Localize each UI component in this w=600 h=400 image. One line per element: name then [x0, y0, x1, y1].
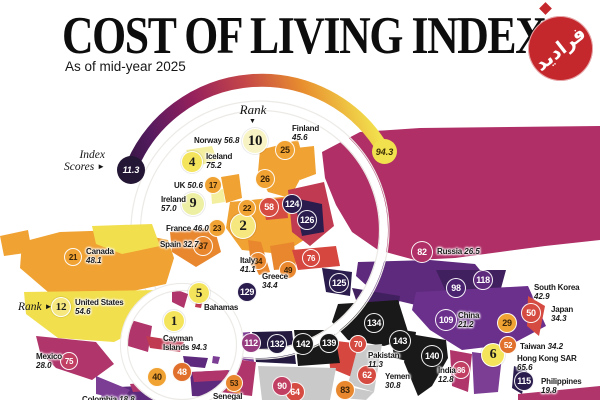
rank-marker: 22 [238, 199, 256, 217]
rank-legend-top: Rank [239, 102, 267, 117]
arrow-right-icon: ► [97, 162, 105, 172]
rank-marker: 62 [357, 365, 377, 385]
rank-marker: 98 [446, 278, 466, 298]
rank-marker: 76 [302, 249, 320, 267]
country-label: Senegal [213, 392, 243, 400]
rank-marker: 4 [181, 151, 203, 173]
rank-marker: 129 [237, 282, 257, 302]
page-subtitle: As of mid-year 2025 [65, 59, 186, 74]
rank-marker: 118 [473, 270, 493, 290]
rank-marker: 17 [204, 176, 222, 194]
country-label: Yemen 30.8 [385, 372, 410, 391]
rank-marker: 50 [521, 303, 541, 323]
rank-marker: 49 [279, 261, 297, 279]
faradid-logo: فرادید [528, 16, 593, 81]
rank-marker: 143 [389, 330, 411, 352]
rank-marker: 82 [411, 241, 433, 263]
rank-marker: 134 [364, 313, 384, 333]
rank-marker: 70 [349, 335, 367, 353]
country-label: Finland 45.6 [292, 124, 320, 143]
rank-marker: 58 [259, 197, 279, 217]
country-label: France 46.0 [166, 224, 209, 233]
page-title: COST OF LIVING INDEX [62, 7, 547, 66]
country-label: Pakistan 11.3 [368, 351, 400, 370]
rank-marker: 26 [255, 169, 275, 189]
country-label: Japan 34.3 [551, 305, 574, 324]
rank-marker: 125 [329, 273, 349, 293]
arrow-down-icon: ▼ [249, 117, 256, 125]
rank-marker: 37 [193, 236, 213, 256]
rank-marker: 1 [163, 310, 185, 332]
rank-marker: 34 [249, 252, 267, 270]
arrow-right-icon: ► [44, 302, 53, 311]
rank-marker: 115 [514, 371, 534, 391]
country-label: Cayman Islands 94.3 [163, 334, 207, 353]
rank-marker: 83 [335, 380, 355, 400]
rank-marker: 75 [60, 352, 78, 370]
country-label: Mexico 28.0 [36, 352, 62, 371]
rank-marker: 25 [275, 140, 295, 160]
country-label: Russia 26.5 [437, 247, 480, 256]
country-label: Spain 32.7 [160, 240, 199, 249]
country-label: Iceland 75.2 [206, 152, 233, 171]
rank-marker: 126 [297, 210, 317, 230]
country-label: UK 50.6 [174, 181, 203, 190]
country-label: Ireland 57.0 [161, 195, 186, 214]
rank-marker: 48 [172, 362, 192, 382]
country-label: United States 54.6 [75, 298, 124, 317]
rank-marker: 2 [230, 213, 256, 239]
country-label: Norway 56.8 [194, 136, 240, 145]
country-label: China 21.2 [458, 311, 480, 330]
rank-marker: 139 [319, 333, 339, 353]
country-label: Italy 41.1 [240, 256, 256, 275]
rank-marker: 132 [267, 334, 287, 354]
rank-marker: 23 [208, 219, 226, 237]
rank-marker: 21 [64, 248, 82, 266]
rank-marker: 40 [147, 367, 167, 387]
rank-marker: 142 [292, 333, 314, 355]
country-label: Bahamas [204, 303, 239, 312]
faradid-logo-text: فرادید [530, 21, 591, 76]
country-label: Greece 34.4 [262, 272, 288, 291]
rank-marker: 53 [225, 374, 243, 392]
country-label: Canada 48.1 [86, 247, 114, 266]
rank-legend-left: Rank ► [18, 301, 52, 313]
rank-marker: 140 [421, 345, 443, 367]
country-label: Hong Kong SAR 65.6 [517, 354, 577, 373]
country-label: India 12.8 [438, 366, 456, 385]
country-label: South Korea 42.9 [534, 283, 580, 302]
index-scores-label: Index Scores [63, 149, 105, 174]
rank-marker: 109 [435, 309, 457, 331]
rank-marker: 86 [452, 361, 470, 379]
country-label: Philippines 19.8 [541, 377, 582, 396]
gauge-min-badge: 11.3 [117, 156, 145, 184]
gauge-max-badge: 94.3 [372, 139, 397, 164]
rank-marker: 5 [188, 282, 210, 304]
country-label: Taiwan 34.2 [520, 342, 564, 351]
rank-marker: 29 [497, 313, 517, 333]
country-label: Colombia 18.8 [82, 395, 135, 400]
rank-marker: 52 [499, 336, 517, 354]
index-gauge-arc [123, 73, 391, 178]
rank-marker: 112 [241, 333, 261, 353]
index-scores-legend: Index Scores ► [52, 149, 105, 173]
rank-marker: 10 [242, 128, 268, 154]
rank-marker: 124 [282, 194, 302, 214]
rank-marker: 90 [272, 376, 292, 396]
rank-left-label: Rank [18, 301, 42, 313]
rank-marker: 9 [181, 192, 205, 216]
rank-marker: 12 [51, 297, 71, 317]
